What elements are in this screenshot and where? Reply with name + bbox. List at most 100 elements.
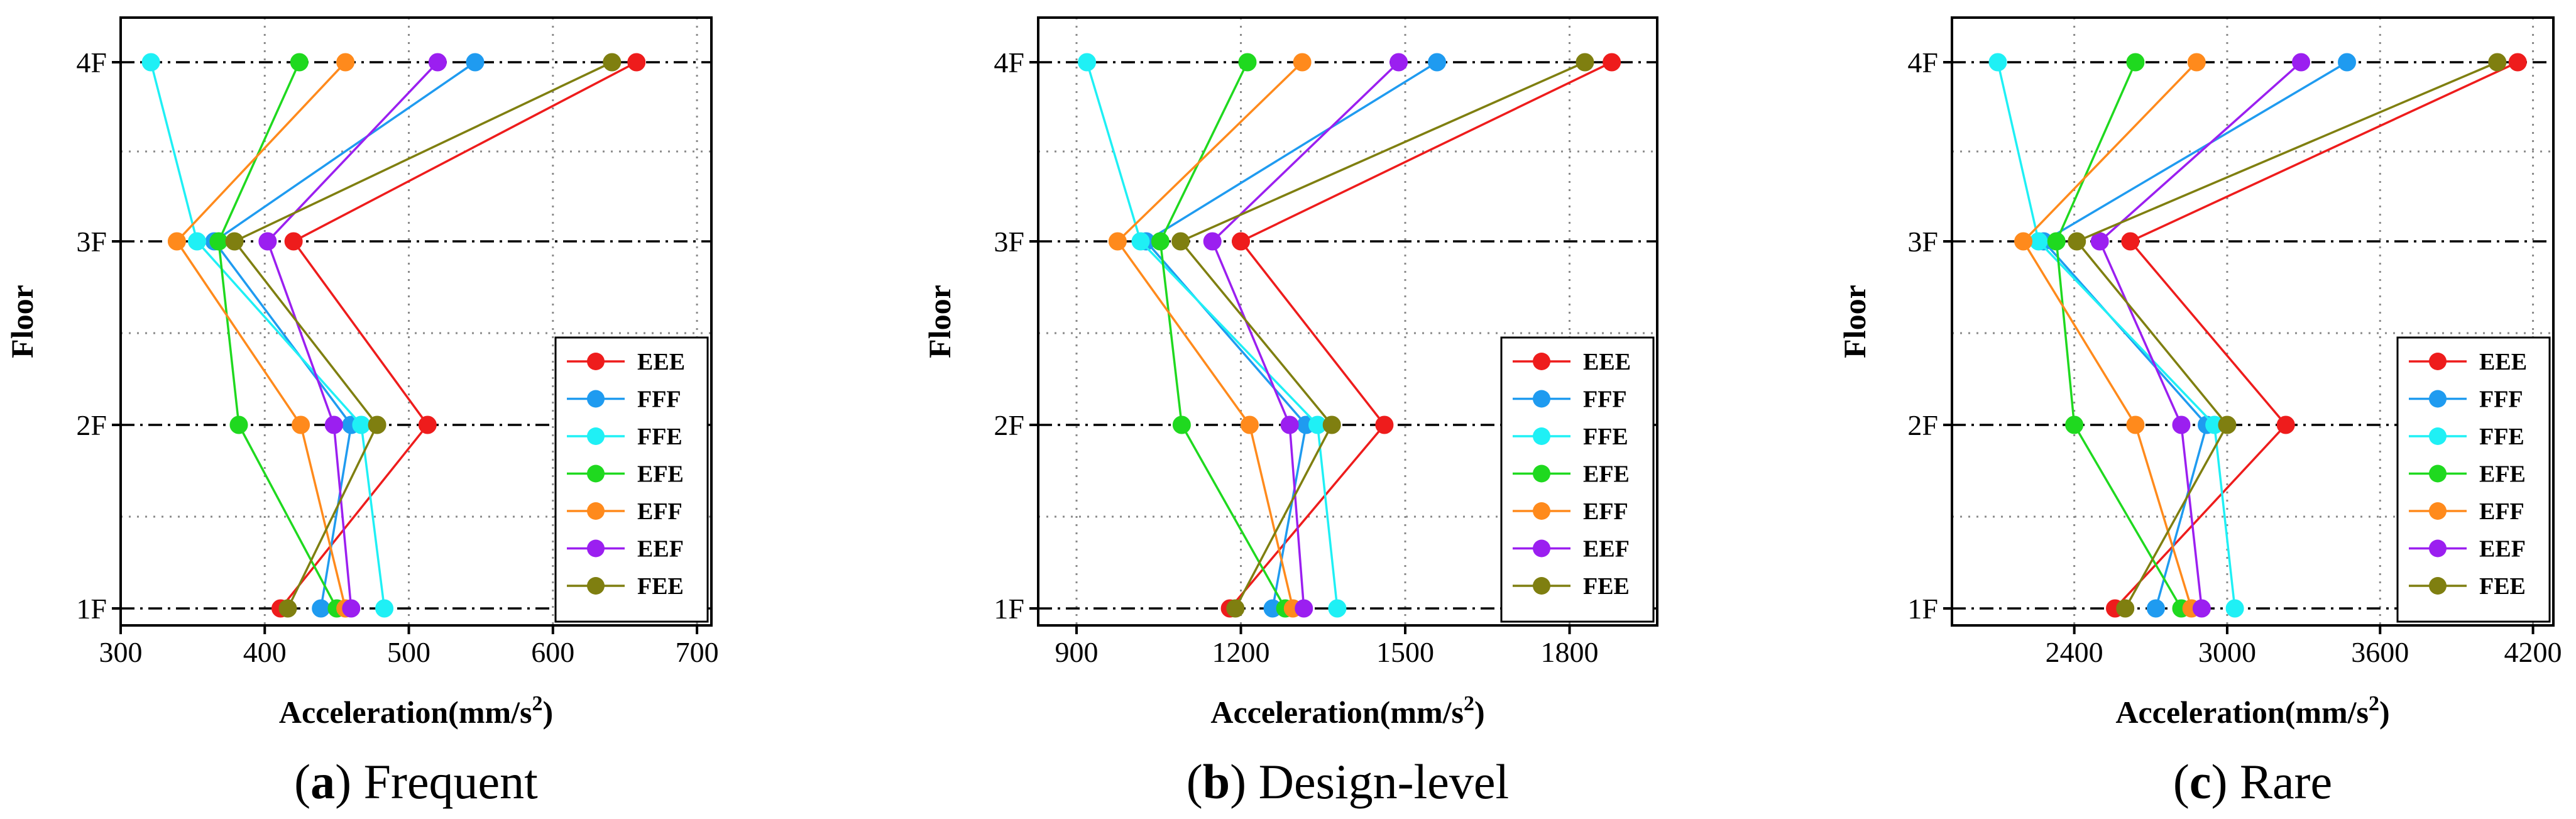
- legend-marker-eff: [587, 502, 605, 520]
- data-point-fff: [312, 599, 331, 618]
- y-tick-label: 3F: [76, 226, 107, 258]
- x-tick-label: 1500: [1376, 636, 1434, 668]
- data-point-fff: [2146, 599, 2165, 618]
- panel-caption: (b) Design-level: [1187, 754, 1509, 809]
- series-line-efe: [217, 62, 338, 609]
- series-line-eef: [266, 61, 439, 609]
- legend-marker-fff: [2429, 390, 2447, 408]
- y-axis-title: Floor: [922, 285, 957, 358]
- series-line-ffe: [1997, 62, 2236, 609]
- data-point-eee: [2121, 232, 2140, 251]
- legend-marker-efe: [2429, 464, 2447, 483]
- data-point-ffe: [352, 415, 371, 434]
- series-line-fee: [1178, 61, 1586, 609]
- data-point-eef: [428, 53, 447, 72]
- legend-label-fee: FEE: [1583, 573, 1630, 600]
- data-point-fff: [1428, 53, 1447, 72]
- legend-label-eff: EFF: [2479, 498, 2524, 525]
- data-point-eee: [2276, 415, 2295, 434]
- y-tick-label: 4F: [76, 47, 107, 79]
- data-point-fee: [2218, 415, 2237, 434]
- legend-marker-fee: [587, 577, 605, 595]
- legend-label-fff: FFF: [2479, 387, 2523, 413]
- data-point-ffe: [375, 599, 394, 618]
- series-line-eff: [175, 61, 347, 609]
- series-line-fff: [2042, 61, 2348, 609]
- legend-box: [1500, 336, 1655, 623]
- data-point-efe: [2047, 232, 2066, 251]
- legend-label-ffe: FFE: [2479, 424, 2524, 450]
- legend-box: [554, 336, 709, 623]
- data-point-ffe: [2225, 599, 2244, 618]
- legend-marker-eef: [587, 539, 605, 558]
- legend-marker-eee: [2429, 353, 2447, 370]
- legend-label-eff: EFF: [637, 498, 682, 525]
- data-point-ffe: [2029, 232, 2048, 251]
- data-point-efe: [209, 232, 228, 251]
- y-axis-title: Floor: [4, 285, 40, 358]
- y-tick-label: 3F: [1907, 226, 1938, 258]
- data-point-eee: [627, 53, 646, 72]
- legend-label-eee: EEE: [637, 349, 685, 375]
- series-line-eff: [2022, 61, 2198, 609]
- plot-frame: [119, 16, 713, 627]
- data-point-efe: [1172, 415, 1191, 434]
- series-line-fee: [233, 61, 613, 609]
- legend: EEE FFF FFE EFE EFF EEF FEE: [2396, 336, 2551, 623]
- y-tick-label: 4F: [994, 47, 1024, 79]
- data-point-fee: [2488, 53, 2507, 72]
- data-point-eff: [336, 53, 355, 72]
- chart-panel-b: 900 1200 1500 1800 1F 2F 3F 4F Floor Acceleration…: [922, 16, 1658, 809]
- legend-label-efe: EFE: [1583, 461, 1630, 488]
- data-point-efe: [2126, 53, 2145, 72]
- data-point-eff: [2187, 53, 2206, 72]
- chart-panel-c: 2400 3000 3600 4200 1F 2F 3F 4F Floor Acceleratio…: [1837, 16, 2562, 809]
- legend-marker-eee: [587, 353, 605, 370]
- data-point-fee: [603, 53, 622, 72]
- data-point-eef: [324, 415, 343, 434]
- data-point-efe: [290, 53, 309, 72]
- data-point-ffe: [188, 232, 207, 251]
- y-tick-label: 2F: [994, 409, 1024, 441]
- legend-label-eff: EFF: [1583, 498, 1628, 525]
- y-tick-label: 4F: [1907, 47, 1938, 79]
- data-point-fff: [2338, 53, 2357, 72]
- series-line-fff: [212, 61, 476, 609]
- legend-marker-efe: [1533, 464, 1550, 483]
- legend-marker-eef: [2429, 539, 2447, 558]
- y-tick-label: 1F: [1907, 593, 1938, 625]
- legend-label-fff: FFF: [637, 387, 681, 413]
- legend-label-eef: EEF: [637, 536, 684, 563]
- panel-caption: (a) Frequent: [294, 754, 538, 809]
- x-axis-title: Acceleration(mm/s2): [2115, 692, 2389, 730]
- legend: EEE FFF FFE EFE EFF EEF FEE: [554, 336, 709, 623]
- legend-marker-ffe: [587, 427, 605, 445]
- x-tick-label: 700: [676, 636, 719, 668]
- data-point-fff: [466, 53, 485, 72]
- data-point-eef: [1280, 415, 1299, 434]
- panel-caption: (c) Rare: [2173, 754, 2332, 809]
- data-point-eff: [2126, 415, 2145, 434]
- plot-frame: [1037, 16, 1658, 627]
- legend-marker-fee: [2429, 577, 2447, 595]
- data-point-ffe: [1328, 599, 1347, 618]
- data-point-fee: [1322, 415, 1341, 434]
- series-line-ffe: [1085, 62, 1339, 609]
- y-tick-label: 2F: [1907, 409, 1938, 441]
- data-point-eff: [1293, 53, 1312, 72]
- data-point-eee: [284, 232, 303, 251]
- legend-marker-eee: [1533, 353, 1550, 370]
- y-tick-label: 1F: [994, 593, 1024, 625]
- legend-label-eee: EEE: [2479, 349, 2527, 375]
- x-tick-label: 600: [531, 636, 574, 668]
- x-tick-label: 2400: [2046, 636, 2103, 668]
- x-tick-label: 3600: [2351, 636, 2409, 668]
- data-point-efe: [2065, 415, 2084, 434]
- chart-panel-a: 300 400 500 600 700 1F 2F 3F 4F Floor Acceleration…: [4, 16, 719, 809]
- series-line-eee: [1229, 61, 1613, 610]
- legend-box: [2396, 336, 2551, 623]
- data-point-fee: [1576, 53, 1594, 72]
- x-tick-label: 1800: [1541, 636, 1599, 668]
- legend-marker-eff: [1533, 502, 1550, 520]
- series-line-fff: [1144, 61, 1438, 609]
